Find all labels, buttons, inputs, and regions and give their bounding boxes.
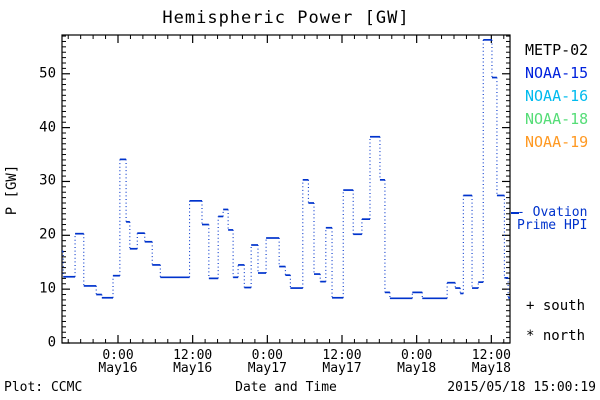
axes-frame bbox=[61, 34, 511, 344]
legend-marker-north: * north bbox=[526, 328, 586, 344]
ovation-line-sample-icon bbox=[511, 212, 519, 214]
x-tick-label: 12:00 May16 bbox=[173, 348, 213, 376]
y-tick-label: 0 bbox=[47, 334, 56, 351]
x-tick-label: 12:00 May17 bbox=[322, 348, 362, 376]
x-tick-label: 0:00 May17 bbox=[247, 348, 287, 376]
legend-item-noaa-16: NOAA-16 bbox=[525, 87, 589, 105]
legend-item-noaa-18: NOAA-18 bbox=[525, 110, 589, 128]
x-tick-label: 0:00 May16 bbox=[98, 348, 138, 376]
ovation-label-line1: - Ovation bbox=[517, 205, 588, 220]
legend-marker-south: + south bbox=[526, 298, 586, 314]
x-axis-title: Date and Time bbox=[235, 380, 337, 395]
hpi-step-line bbox=[62, 38, 510, 300]
x-tick-label: 12:00 May18 bbox=[471, 348, 511, 376]
y-tick-label: 40 bbox=[39, 119, 56, 136]
legend-item-noaa-15: NOAA-15 bbox=[525, 64, 589, 82]
y-tick-label: 20 bbox=[39, 226, 56, 243]
legend-item-metp-02: METP-02 bbox=[525, 41, 589, 59]
page-title: Hemispheric Power [GW] bbox=[162, 8, 410, 28]
legend-ovation-prime-hpi: - Ovation Prime HPI bbox=[517, 206, 587, 232]
footer-timestamp: 2015/05/18 15:00:19 bbox=[447, 380, 596, 395]
footer-plot-credit: Plot: CCMC bbox=[4, 380, 83, 395]
axis-ticks bbox=[62, 35, 510, 344]
legend-item-noaa-19: NOAA-19 bbox=[525, 133, 589, 151]
y-tick-label: 50 bbox=[39, 65, 56, 82]
y-tick-label: 30 bbox=[39, 173, 56, 190]
ovation-label-line2: Prime HPI bbox=[517, 218, 588, 233]
x-tick-label: 0:00 May18 bbox=[397, 348, 437, 376]
y-tick-label: 10 bbox=[39, 280, 56, 297]
